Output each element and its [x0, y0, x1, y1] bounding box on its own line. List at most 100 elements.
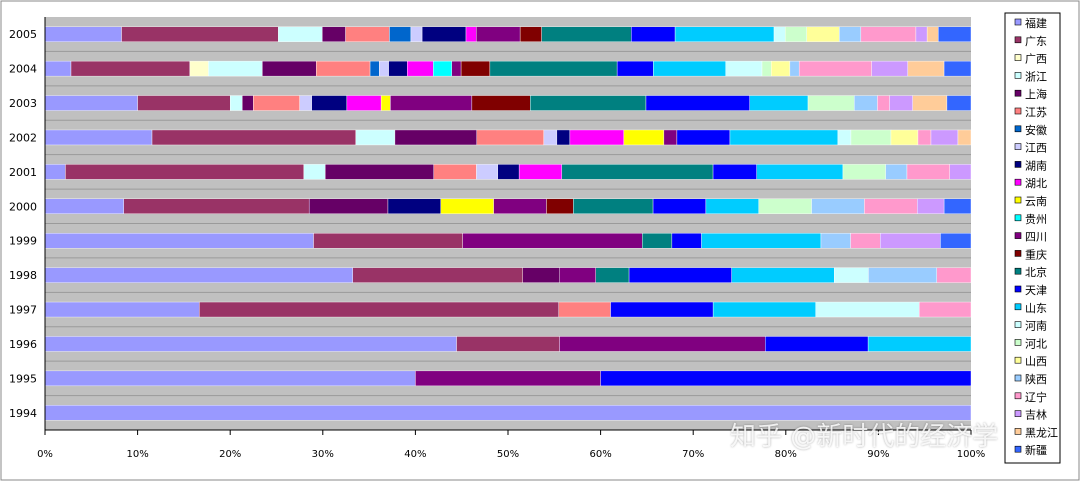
legend-label: 山西 [1025, 355, 1047, 368]
bar-segment [456, 336, 560, 352]
bar-segment [433, 60, 453, 77]
bar-segment [758, 198, 812, 214]
bars [44, 26, 972, 421]
bar-segment [880, 233, 941, 249]
legend-label: 广西 [1025, 53, 1047, 66]
bar-segment [493, 198, 547, 214]
bar-segment [867, 336, 972, 352]
bar-segment [316, 60, 371, 77]
bar-segment [44, 267, 353, 283]
legend-label: 安徽 [1025, 123, 1047, 137]
legend-swatch [1014, 250, 1022, 257]
bar-segment [541, 26, 632, 42]
legend-label: 上海 [1025, 87, 1047, 101]
bar-segment [610, 301, 714, 318]
x-tick-label: 50% [497, 449, 519, 460]
bar-segment [199, 301, 559, 318]
category-label: 2000 [9, 200, 37, 213]
bar-segment [559, 267, 596, 283]
bar-segment [313, 233, 463, 249]
bar-segment [44, 336, 457, 352]
bar-segment [242, 95, 254, 111]
bar-segment [807, 95, 855, 111]
legend-swatch [1014, 232, 1022, 239]
bar-segment [70, 60, 191, 77]
bar-segment [346, 95, 382, 111]
bar-segment [44, 164, 66, 180]
bar-segment [299, 95, 312, 111]
bar-segment [919, 301, 972, 318]
bar-segment [628, 267, 732, 283]
legend-label: 江苏 [1025, 106, 1047, 119]
legend-swatch [1014, 196, 1022, 204]
bar-segment [489, 60, 618, 77]
axes: 2005 2004 2003 2002 2001 2000 1999 1998 1997 1996… [9, 17, 985, 460]
legend-swatch [1014, 356, 1022, 364]
bar-segment [595, 267, 630, 283]
bar-segment [278, 26, 323, 42]
bar-segment [761, 60, 772, 77]
legend-label: 湖北 [1025, 177, 1047, 190]
legend-swatch [1014, 107, 1022, 115]
bar-segment [440, 198, 494, 214]
bar-segment [556, 129, 571, 146]
legend-swatch [1014, 36, 1022, 44]
bar-segment [850, 233, 881, 249]
bar-segment [44, 95, 138, 111]
watermark: 知乎 @新时代的经济学 [730, 422, 999, 452]
legend-label: 河北 [1025, 337, 1047, 350]
bar-segment [936, 267, 972, 283]
category-label: 1998 [9, 269, 37, 282]
category-label: 1999 [9, 235, 37, 248]
bar-segment [123, 198, 310, 214]
bar-segment [885, 164, 908, 180]
bar-segment [701, 233, 822, 249]
legend-swatch [1014, 89, 1022, 97]
legend-swatch [1014, 321, 1022, 328]
category-label: 2005 [9, 28, 37, 41]
bar-segment [543, 129, 558, 146]
legend-label: 江西 [1025, 142, 1047, 155]
legend-label: 北京 [1025, 265, 1047, 279]
bar-segment [798, 60, 872, 77]
bar-segment [907, 60, 945, 77]
bar-segment [151, 129, 357, 146]
bar-segment [522, 267, 560, 283]
bar-segment [906, 164, 950, 180]
bar-segment [854, 95, 878, 111]
bar-segment [569, 129, 625, 146]
bar-segment [352, 267, 523, 283]
legend-label: 新疆 [1025, 443, 1047, 457]
legend-swatch [1014, 339, 1022, 346]
bar-segment [663, 129, 678, 146]
bar-segment [943, 60, 972, 77]
bar-segment [229, 95, 243, 111]
x-tick-label: 60% [589, 449, 611, 460]
legend-swatch [1014, 214, 1022, 222]
bar-segment [600, 370, 972, 387]
bar-segment [725, 60, 763, 77]
category-label: 2001 [9, 166, 37, 179]
bar-segment [465, 26, 477, 42]
bar-segment [949, 164, 972, 180]
category-label: 1997 [9, 304, 37, 317]
bar-segment [616, 60, 654, 77]
bar-segment [262, 60, 317, 77]
bar-segment [749, 95, 809, 111]
legend-label: 河南 [1025, 320, 1047, 333]
legend-swatch [1014, 161, 1022, 168]
bar-segment [938, 26, 972, 42]
legend-label: 四川 [1025, 231, 1047, 244]
bar-segment [407, 60, 434, 77]
legend-swatch [1014, 285, 1022, 293]
bar-segment [868, 267, 938, 283]
legend-swatch [1014, 143, 1022, 150]
bar-segment [44, 26, 122, 42]
bar-segment [834, 267, 869, 283]
bar-segment [785, 26, 807, 42]
x-tick-label: 30% [312, 449, 334, 460]
x-tick-label: 10% [126, 449, 148, 460]
bar-segment [837, 129, 852, 146]
bar-segment [497, 164, 520, 180]
